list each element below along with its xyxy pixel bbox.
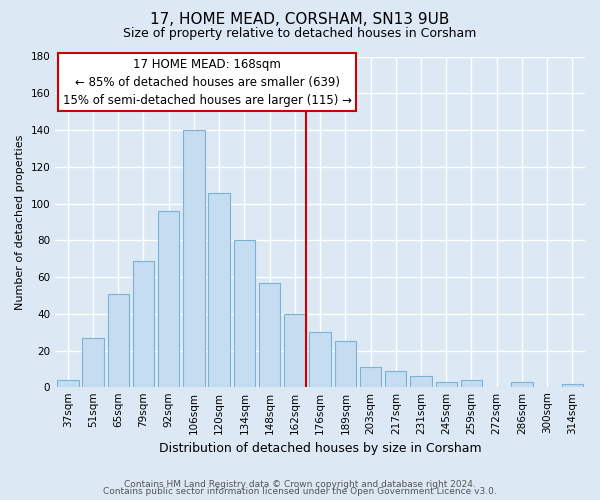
Bar — [233, 240, 255, 388]
X-axis label: Distribution of detached houses by size in Corsham: Distribution of detached houses by size … — [159, 442, 481, 455]
Text: 17, HOME MEAD, CORSHAM, SN13 9UB: 17, HOME MEAD, CORSHAM, SN13 9UB — [151, 12, 449, 28]
Y-axis label: Number of detached properties: Number of detached properties — [15, 134, 25, 310]
Bar — [360, 367, 381, 388]
Bar — [385, 371, 406, 388]
Bar — [259, 282, 280, 388]
Text: 17 HOME MEAD: 168sqm
← 85% of detached houses are smaller (639)
15% of semi-deta: 17 HOME MEAD: 168sqm ← 85% of detached h… — [62, 58, 352, 106]
Bar — [562, 384, 583, 388]
Bar — [436, 382, 457, 388]
Bar — [335, 342, 356, 388]
Bar — [208, 192, 230, 388]
Text: Contains HM Land Registry data © Crown copyright and database right 2024.: Contains HM Land Registry data © Crown c… — [124, 480, 476, 489]
Bar — [57, 380, 79, 388]
Text: Size of property relative to detached houses in Corsham: Size of property relative to detached ho… — [124, 28, 476, 40]
Bar — [511, 382, 533, 388]
Bar — [133, 260, 154, 388]
Text: Contains public sector information licensed under the Open Government Licence v3: Contains public sector information licen… — [103, 488, 497, 496]
Bar — [284, 314, 305, 388]
Bar — [183, 130, 205, 388]
Bar — [82, 338, 104, 388]
Bar — [461, 380, 482, 388]
Bar — [107, 294, 129, 388]
Bar — [310, 332, 331, 388]
Bar — [410, 376, 432, 388]
Bar — [158, 211, 179, 388]
